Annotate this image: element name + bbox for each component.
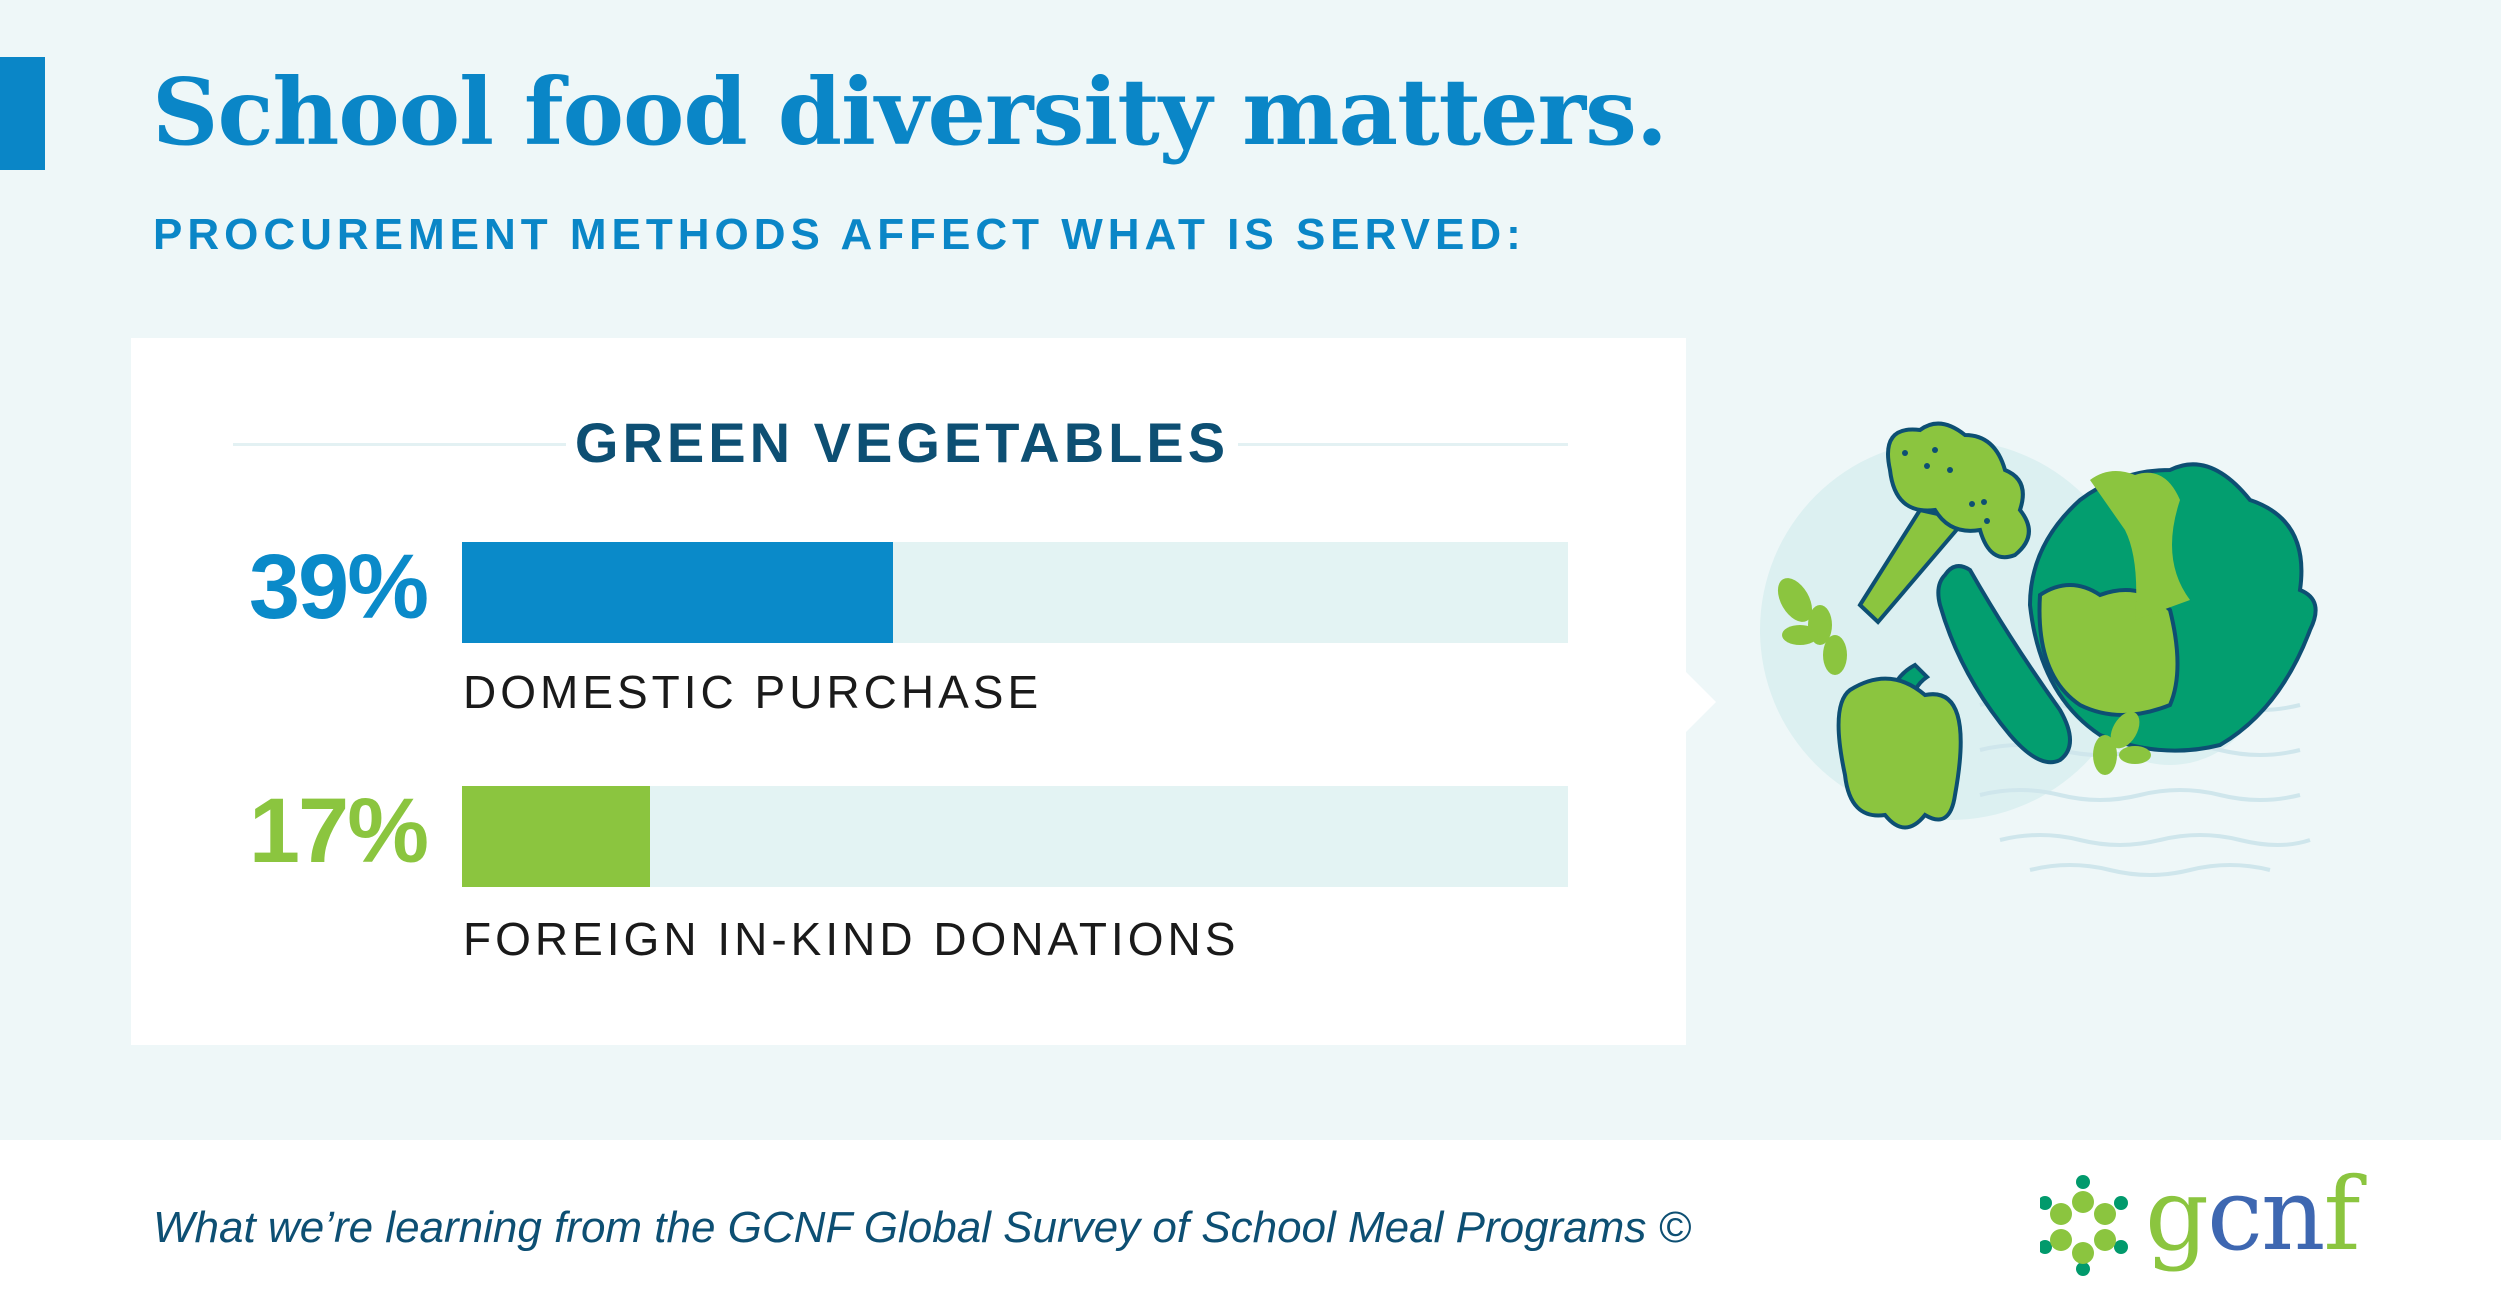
page-title: School food diversity matters. — [152, 58, 1668, 166]
bar-track-domestic — [462, 542, 1568, 643]
label-foreign: FOREIGN IN-KIND DONATIONS — [463, 913, 1240, 965]
cabbage-icon — [2027, 462, 2318, 753]
footer-band — [0, 1140, 2501, 1313]
card-pointer — [1686, 672, 1716, 732]
page-subtitle: PROCUREMENT METHODS AFFECT WHAT IS SERVE… — [153, 210, 1526, 259]
logo-wordmark: gcnf — [2145, 1156, 2360, 1273]
vegetables-illustration — [1760, 421, 2318, 877]
heading-rule-right — [1238, 443, 1568, 446]
leaf-sprig-icon — [1777, 578, 2151, 775]
bar-fill-domestic — [462, 542, 894, 643]
cucumber-icon — [1936, 564, 2072, 765]
broccoli-icon — [1857, 421, 2031, 625]
label-domestic: DOMESTIC PURCHASE — [463, 666, 1043, 718]
footer-caption: What we’re learning from the GCNF Global… — [153, 1203, 1691, 1252]
heading-rule-left — [233, 443, 566, 446]
percent-domestic: 39% — [248, 536, 429, 638]
bar-track-foreign — [462, 786, 1568, 887]
title-accent-bar — [0, 57, 45, 170]
gcnf-logo[interactable]: gcnf — [2038, 1156, 2360, 1290]
bar-fill-foreign — [462, 786, 651, 887]
category-heading: GREEN VEGETABLES — [574, 411, 1230, 474]
bell-pepper-icon — [1836, 662, 1963, 830]
percent-foreign: 17% — [248, 780, 429, 882]
logo-dots-icon — [2038, 1175, 2128, 1276]
stats-card — [131, 338, 1686, 1045]
